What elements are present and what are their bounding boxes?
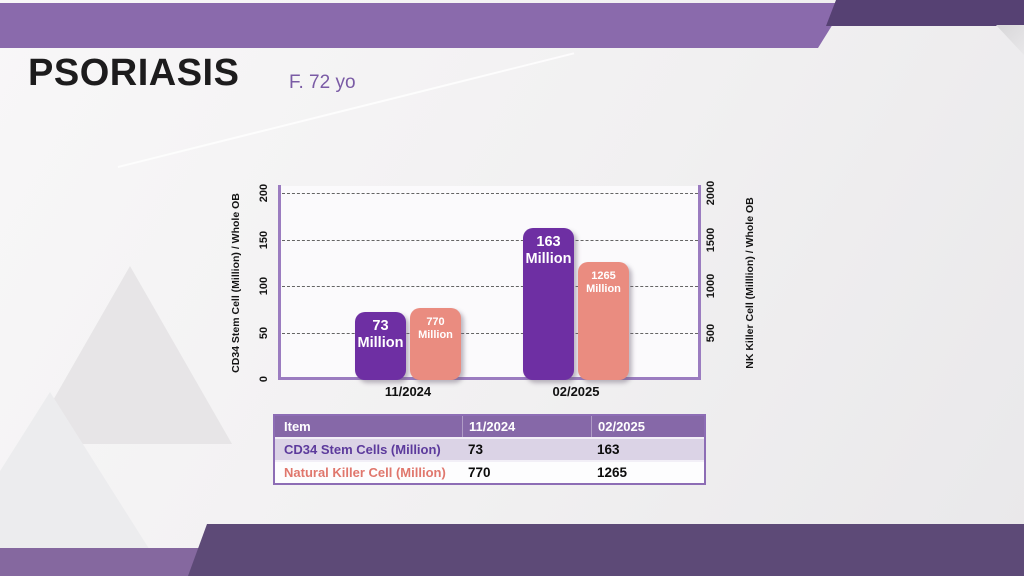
table-cell-value: 770 [468, 465, 491, 480]
right-axis-title: NK Killer Cell (Milllion) / Whole OB [744, 197, 756, 369]
table-cell-value: 163 [597, 442, 620, 457]
category-label: 02/2025 [552, 384, 600, 399]
chart-bar: 770 Million [410, 308, 461, 380]
bottom-axis-line [278, 377, 701, 380]
table-cell-value: 1265 [597, 465, 628, 480]
footer-band-dark [188, 524, 1024, 576]
page-title: PSORIASIS [28, 52, 240, 94]
data-table: Item 11/2024 02/2025 CD34 Stem Cells (Milli… [273, 414, 706, 485]
left-axis-line [278, 185, 281, 380]
chart-bar: 1265 Million [578, 262, 629, 380]
chart-bar: 163 Million [523, 228, 574, 380]
table-row: CD34 Stem Cells (Million) 73 163 [275, 437, 704, 460]
table-row-label: Natural Killer Cell (Million) [284, 465, 446, 480]
bar-value-label: 1265 Million [586, 270, 621, 295]
table-cell-value: 73 [468, 442, 484, 457]
table-header-cell: 11/2024 [462, 416, 591, 437]
bar-value-label: 770 Million [418, 316, 453, 341]
gridline [282, 332, 698, 334]
plot-area [281, 186, 698, 378]
chart-bar: 73 Million [355, 312, 406, 380]
patient-info: F. 72 yo [289, 72, 356, 93]
left-axis-title: CD34 Stem Cell (Million) / Whole OB [230, 193, 242, 373]
gridline [282, 193, 698, 194]
gridline [282, 239, 698, 241]
gridline [282, 286, 698, 287]
table-header-cell: 02/2025 [591, 416, 702, 437]
table-header-row: Item 11/2024 02/2025 [275, 416, 704, 437]
table-row-label: CD34 Stem Cells (Million) [284, 442, 441, 457]
header-band-dark [826, 0, 1024, 26]
bar-value-label: 163 Million [525, 234, 572, 267]
table-row: Natural Killer Cell (Million) 770 1265 [275, 460, 704, 483]
header-band-light [0, 3, 846, 48]
right-axis-line [698, 185, 701, 380]
bar-value-label: 73 Million [357, 318, 404, 351]
header-corner-triangle [996, 25, 1024, 55]
table-header-cell: Item [284, 419, 311, 434]
axis-tick-label: 200 [258, 183, 270, 203]
axis-tick-label: 2000 [705, 180, 717, 206]
category-label: 11/2024 [384, 384, 432, 399]
